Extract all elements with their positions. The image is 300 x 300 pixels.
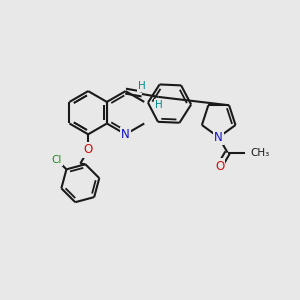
Text: N: N (121, 128, 130, 141)
Text: Cl: Cl (52, 154, 62, 165)
Text: O: O (215, 160, 224, 172)
Text: H: H (154, 100, 162, 110)
Text: H: H (138, 81, 146, 91)
Text: O: O (83, 143, 93, 157)
Text: N: N (214, 131, 223, 144)
Text: CH₃: CH₃ (250, 148, 269, 158)
